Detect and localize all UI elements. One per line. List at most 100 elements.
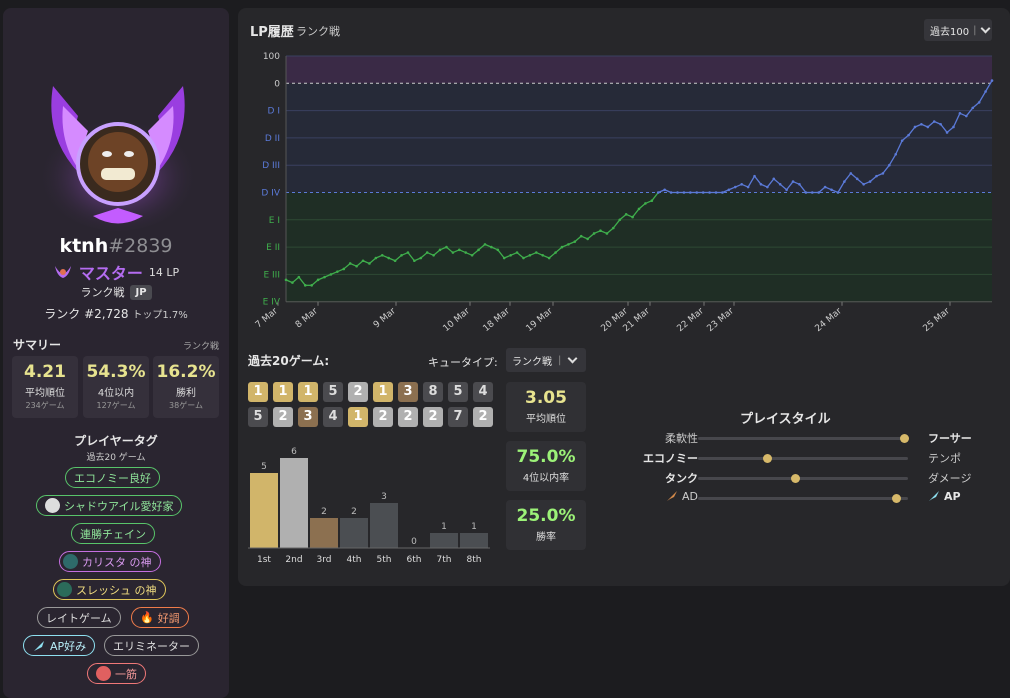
win-stat: 16.2% 勝利 38ゲーム xyxy=(153,356,219,418)
placement-badge[interactable]: 4 xyxy=(473,382,493,402)
x-tick-label: 8 Mar xyxy=(294,306,320,330)
placement-badge[interactable]: 8 xyxy=(423,382,443,402)
bar-value-label: 3 xyxy=(381,492,387,502)
playstyle-left: タンク xyxy=(665,472,698,485)
x-tick-label: 10 Mar xyxy=(442,306,473,334)
bar-category-label: 4th xyxy=(347,555,362,565)
kalista-icon xyxy=(63,554,78,569)
placement-badge[interactable]: 2 xyxy=(273,407,293,427)
summoner-tag: #2839 xyxy=(108,235,173,257)
tag-label: 好調 xyxy=(157,611,180,625)
playstyle-marker xyxy=(900,434,909,443)
lp-point xyxy=(778,183,782,186)
lp-point xyxy=(438,248,442,252)
placement-badge[interactable]: 5 xyxy=(323,382,343,402)
playstyle-left: エコノミー xyxy=(643,452,698,465)
lp-point xyxy=(984,90,987,93)
lp-point xyxy=(733,185,737,189)
lp-segment xyxy=(856,178,865,185)
tag-economy[interactable]: エコノミー良好 xyxy=(65,467,160,488)
avg-placement-value: 3.05 xyxy=(525,388,567,408)
lp-point xyxy=(342,267,346,271)
tag-eliminator[interactable]: エリミネーター xyxy=(104,635,199,656)
tag-ap-lover[interactable]: AP好み xyxy=(23,635,96,656)
lp-point xyxy=(541,253,545,257)
playstyle-track xyxy=(698,497,908,500)
lp-segment xyxy=(908,126,916,136)
placement-badge[interactable]: 2 xyxy=(423,407,443,427)
placement-badge[interactable]: 1 xyxy=(273,382,293,402)
distribution-bar xyxy=(250,473,278,548)
lp-point xyxy=(958,112,962,115)
tag-kalista[interactable]: カリスタ の神 xyxy=(59,551,161,572)
y-tick-label: D III xyxy=(262,161,280,171)
lp-segment xyxy=(343,262,351,270)
lp-point xyxy=(843,180,846,183)
distribution-bar xyxy=(370,503,398,548)
stat-value: 16.2% xyxy=(156,362,216,382)
tag-thresh[interactable]: スレッシュ の神 xyxy=(53,579,166,600)
lp-segment xyxy=(612,219,621,229)
placement-badge[interactable]: 1 xyxy=(298,382,318,402)
tag-late-game[interactable]: レイトゲーム xyxy=(37,607,121,628)
x-tick-label: 22 Mar xyxy=(676,306,707,334)
playstyle-right: AP xyxy=(928,490,961,503)
lp-point xyxy=(785,188,788,192)
lp-point xyxy=(823,185,827,189)
lp-point xyxy=(772,177,776,181)
lp-point xyxy=(945,131,949,134)
placement-badge[interactable]: 5 xyxy=(248,407,268,427)
lp-segment xyxy=(754,175,762,185)
lp-point xyxy=(400,253,403,257)
queue-line: ランク戦 JP xyxy=(3,284,229,300)
placement-badge[interactable]: 2 xyxy=(473,407,493,427)
lp-point xyxy=(631,215,634,219)
tag-win-streak[interactable]: 連勝チェイン xyxy=(71,523,155,544)
lp-point xyxy=(387,256,390,260)
lp-point xyxy=(714,191,718,194)
stat-label: 勝利 xyxy=(176,388,196,399)
lp-point xyxy=(798,183,801,186)
tag-one-trick[interactable]: 一筋 xyxy=(87,663,146,684)
lp-segment xyxy=(420,252,428,259)
lp-point xyxy=(791,180,795,183)
avg-placement-label: 平均順位 xyxy=(526,414,566,425)
tag-label: エコノミー良好 xyxy=(74,471,151,485)
placement-badge[interactable]: 2 xyxy=(398,407,418,427)
placement-badge[interactable]: 7 xyxy=(448,407,468,427)
lp-segment xyxy=(972,101,980,109)
placement-badge[interactable]: 3 xyxy=(298,407,318,427)
range-dropdown[interactable]: 過去100 | xyxy=(924,19,992,41)
lp-point xyxy=(291,281,294,284)
placement-badge[interactable]: 2 xyxy=(348,382,368,402)
profile-panel: ktnh#2839 マスター 14 LP ランク戦 JP ランク #2,728 … xyxy=(3,8,229,698)
placement-badge[interactable]: 4 xyxy=(323,407,343,427)
placement-badge[interactable]: 1 xyxy=(248,382,268,402)
lp-point xyxy=(894,152,898,156)
tag-shadow-isles[interactable]: シャドウアイル愛好家 xyxy=(36,495,183,516)
playstyle-right: フーサー xyxy=(928,432,972,445)
lp-segment xyxy=(298,276,306,286)
y-tick-label: E III xyxy=(263,270,280,280)
ladder-position: ランク #2,728 xyxy=(44,307,129,321)
tag-hot-streak[interactable]: 🔥 好調 xyxy=(131,607,189,628)
lp-point xyxy=(875,174,878,178)
y-tick-label: 0 xyxy=(274,79,280,89)
stat-sub: 38ゲーム xyxy=(169,401,203,410)
bar-value-label: 1 xyxy=(441,522,447,532)
placement-badge[interactable]: 2 xyxy=(373,407,393,427)
lp-segment xyxy=(798,183,807,193)
placement-badge[interactable]: 1 xyxy=(373,382,393,402)
placement-badge[interactable]: 5 xyxy=(448,382,468,402)
summary-queue: ランク戦 xyxy=(182,342,219,352)
queue-name: ランク戦 xyxy=(80,286,125,299)
x-tick-label: 19 Mar xyxy=(525,306,556,334)
placement-badge[interactable]: 3 xyxy=(398,382,418,402)
placement-badge[interactable]: 1 xyxy=(348,407,368,427)
lp-segment xyxy=(555,246,563,254)
lp-segment xyxy=(574,235,582,243)
lp-point xyxy=(380,253,384,257)
queue-type-dropdown[interactable]: ランク戦 | xyxy=(506,348,586,372)
playstyle-track xyxy=(698,437,908,440)
playstyle-row-ad-ap: AD AP xyxy=(618,490,978,506)
